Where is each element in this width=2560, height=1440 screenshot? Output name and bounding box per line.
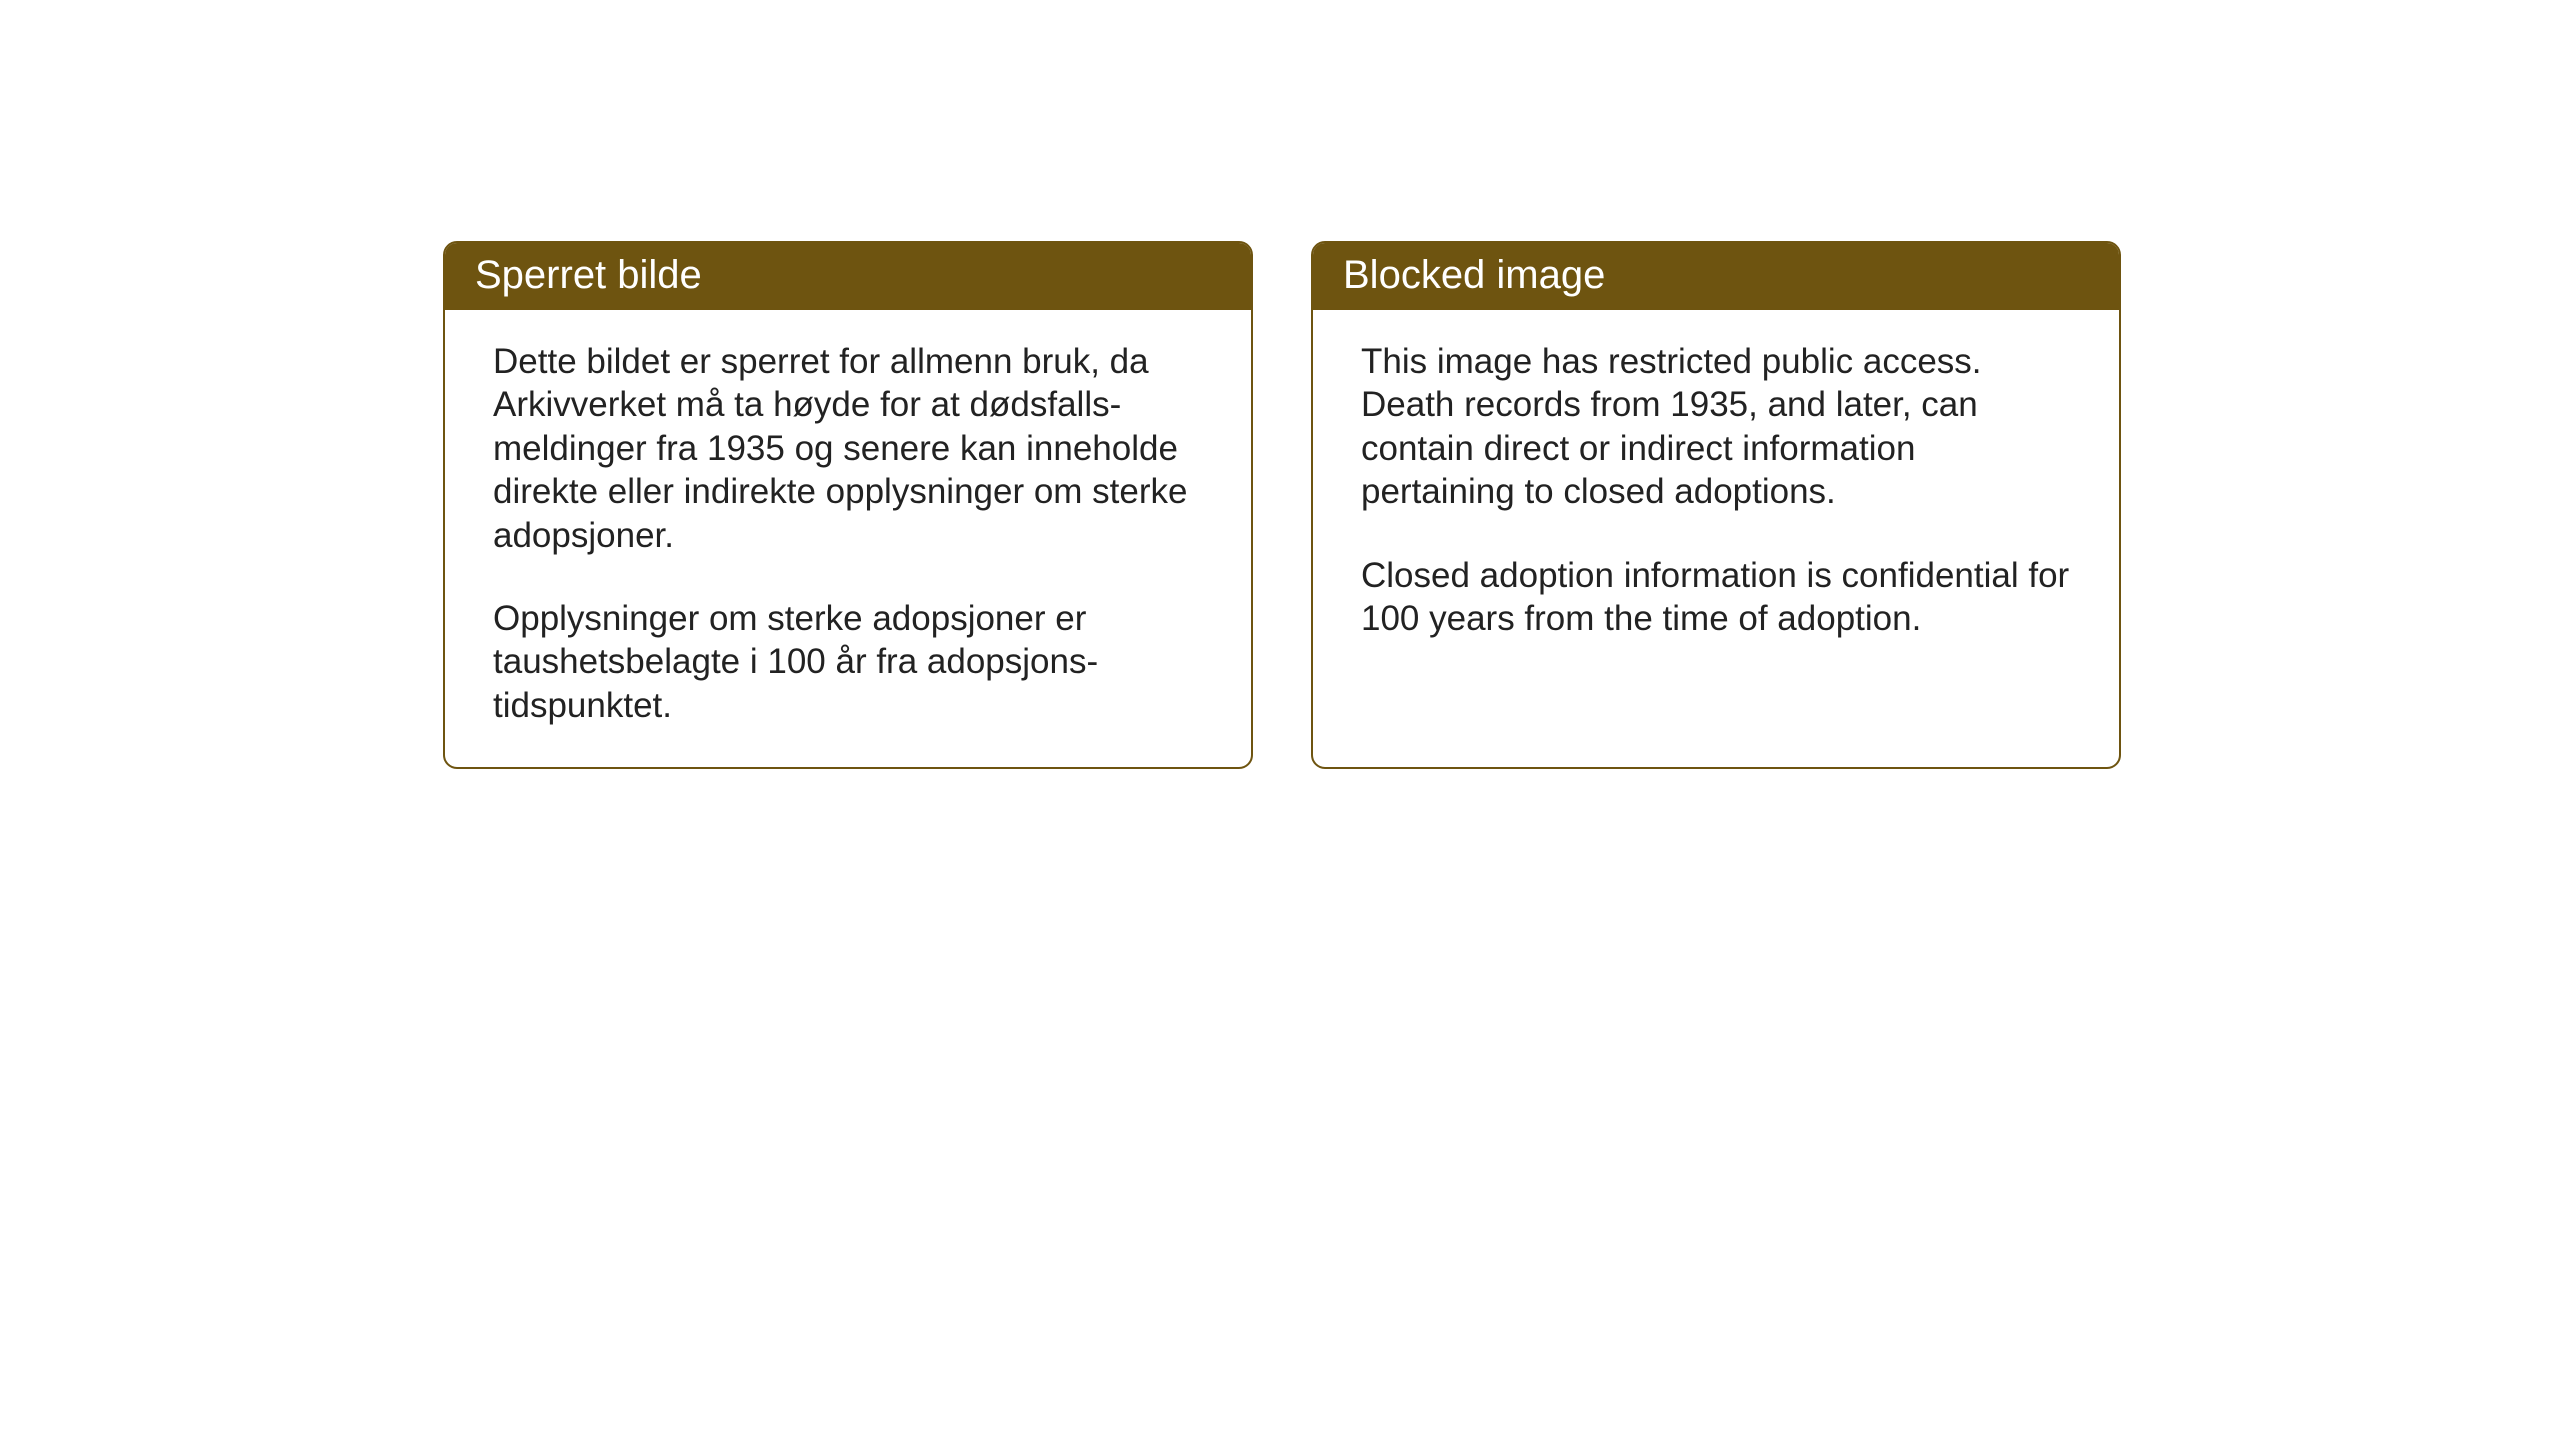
- cards-container: Sperret bilde Dette bildet er sperret fo…: [443, 241, 2121, 769]
- english-paragraph-2: Closed adoption information is confident…: [1361, 554, 2071, 641]
- english-card-title: Blocked image: [1313, 243, 2119, 310]
- norwegian-info-card: Sperret bilde Dette bildet er sperret fo…: [443, 241, 1253, 769]
- english-paragraph-1: This image has restricted public access.…: [1361, 340, 2071, 514]
- norwegian-paragraph-2: Opplysninger om sterke adopsjoner er tau…: [493, 597, 1203, 727]
- norwegian-paragraph-1: Dette bildet er sperret for allmenn bruk…: [493, 340, 1203, 557]
- norwegian-card-title: Sperret bilde: [445, 243, 1251, 310]
- english-info-card: Blocked image This image has restricted …: [1311, 241, 2121, 769]
- norwegian-card-body: Dette bildet er sperret for allmenn bruk…: [445, 310, 1251, 767]
- english-card-body: This image has restricted public access.…: [1313, 310, 2119, 710]
